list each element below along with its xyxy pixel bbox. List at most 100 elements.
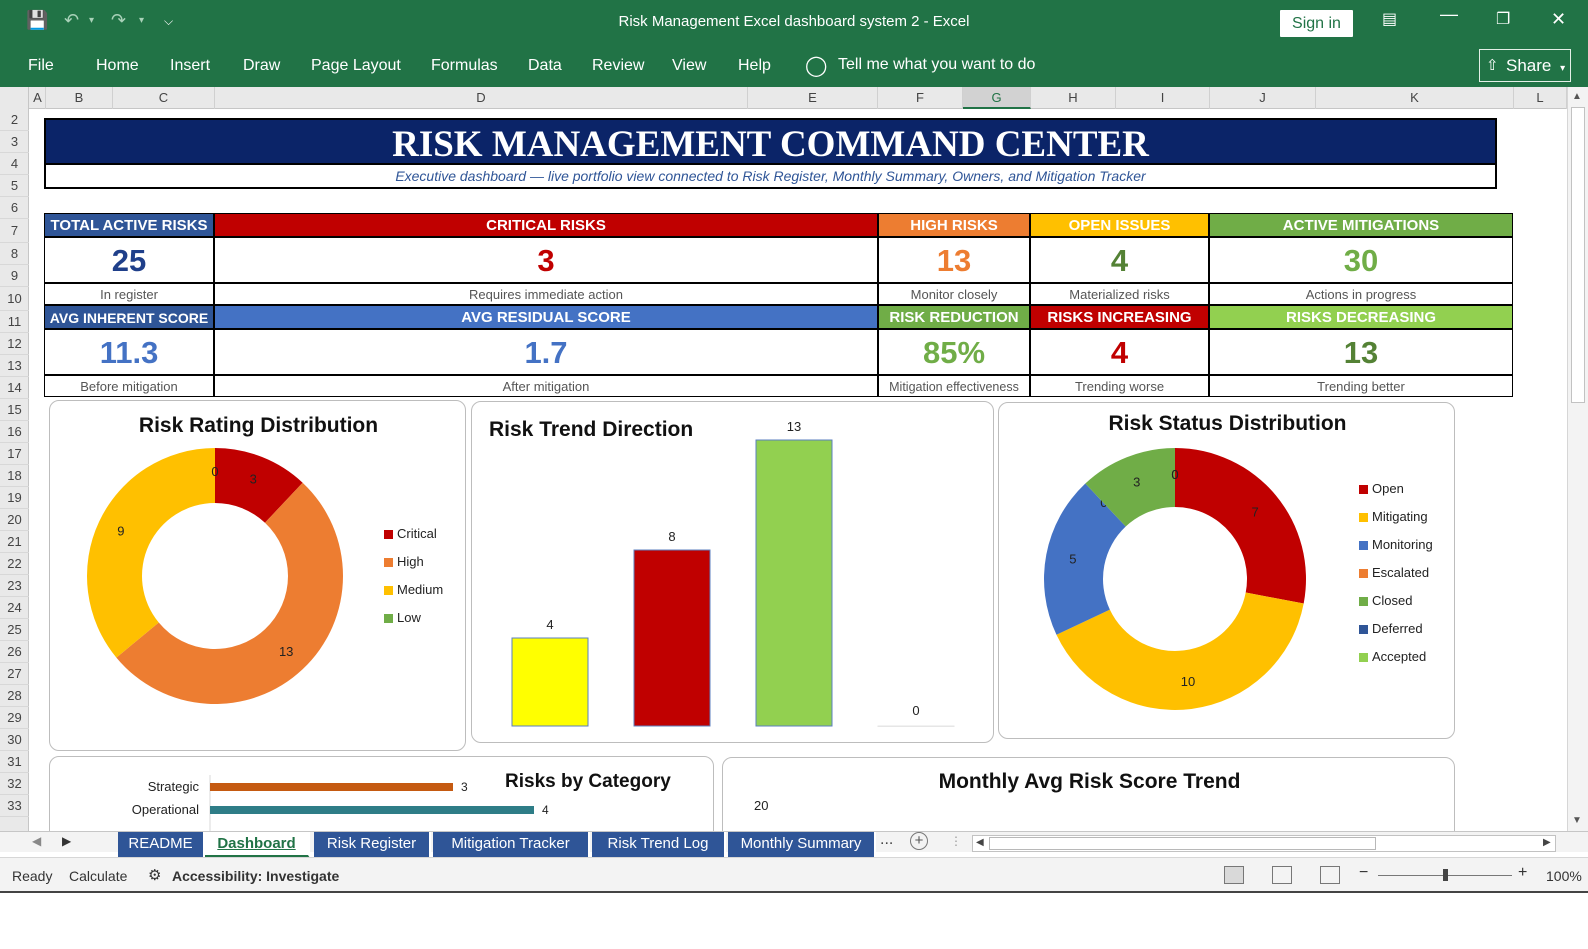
- bar[interactable]: [210, 806, 534, 814]
- sign-in-button[interactable]: Sign in: [1280, 10, 1353, 37]
- ribbon-display-options-icon[interactable]: ▤: [1382, 11, 1398, 28]
- undo-dropdown-icon[interactable]: ▾: [89, 15, 95, 26]
- row-header[interactable]: 23: [0, 575, 29, 597]
- zoom-level[interactable]: 100%: [1546, 868, 1582, 884]
- close-icon[interactable]: ✕: [1551, 9, 1567, 29]
- column-header[interactable]: I: [1116, 87, 1210, 109]
- row-header[interactable]: 20: [0, 509, 29, 531]
- row-header[interactable]: 6: [0, 197, 29, 219]
- row-header[interactable]: 18: [0, 465, 29, 487]
- row-header[interactable]: 13: [0, 355, 29, 377]
- row-header[interactable]: 3: [0, 131, 29, 153]
- column-header[interactable]: G: [963, 87, 1031, 109]
- bar[interactable]: [511, 637, 589, 727]
- row-header[interactable]: 30: [0, 729, 29, 751]
- minimize-icon[interactable]: —: [1440, 4, 1458, 24]
- donut-slice-monitoring[interactable]: [1044, 483, 1126, 635]
- sheet-tab-readme[interactable]: README: [118, 832, 205, 858]
- bar[interactable]: [633, 549, 711, 727]
- chart-risk-trend-direction[interactable]: Risk Trend Direction 4 8 13 0: [471, 401, 994, 743]
- row-header[interactable]: 27: [0, 663, 29, 685]
- donut-slice-medium[interactable]: [87, 448, 215, 658]
- save-icon[interactable]: 💾: [26, 10, 49, 30]
- row-header[interactable]: 31: [0, 751, 29, 773]
- horizontal-scrollbar[interactable]: ◀ ▶: [972, 835, 1556, 852]
- bar[interactable]: [755, 439, 833, 727]
- scroll-right-icon[interactable]: ▶: [1543, 837, 1551, 848]
- sheet-next-icon[interactable]: ▶: [62, 834, 72, 848]
- row-header[interactable]: 12: [0, 333, 29, 355]
- column-header[interactable]: C: [113, 87, 215, 109]
- row-header[interactable]: 24: [0, 597, 29, 619]
- tell-me-search[interactable]: Tell me what you want to do: [838, 56, 1036, 73]
- row-header[interactable]: 10: [0, 287, 29, 311]
- column-header[interactable]: L: [1514, 87, 1567, 109]
- vertical-scroll-thumb[interactable]: [1571, 107, 1585, 403]
- row-header[interactable]: 4: [0, 153, 29, 175]
- column-header[interactable]: F: [878, 87, 963, 109]
- worksheet-grid[interactable]: RISK MANAGEMENT COMMAND CENTER Executive…: [30, 109, 1567, 831]
- sheet-prev-icon[interactable]: ◀: [32, 834, 42, 848]
- undo-icon[interactable]: ↶: [64, 10, 80, 30]
- customize-qat-icon[interactable]: ⌵: [164, 14, 174, 28]
- row-header[interactable]: 21: [0, 531, 29, 553]
- row-header[interactable]: 14: [0, 377, 29, 399]
- row-header[interactable]: 19: [0, 487, 29, 509]
- donut-slice-critical[interactable]: [215, 448, 303, 523]
- sheet-tab-risk-register[interactable]: Risk Register: [314, 832, 431, 858]
- chart-risks-by-category[interactable]: Risks by Category Strategic 3 Operational 4: [49, 756, 714, 831]
- status-calculate[interactable]: Calculate: [69, 868, 128, 884]
- bar[interactable]: [210, 783, 453, 791]
- donut-slice-closed[interactable]: [1085, 448, 1175, 527]
- row-header[interactable]: 26: [0, 641, 29, 663]
- sheet-tab-risk-trend-log[interactable]: Risk Trend Log: [592, 832, 726, 858]
- bar[interactable]: [877, 725, 955, 727]
- column-header[interactable]: B: [46, 87, 113, 109]
- column-header[interactable]: K: [1316, 87, 1514, 109]
- zoom-out-icon[interactable]: −: [1359, 864, 1369, 881]
- normal-view-icon[interactable]: [1224, 866, 1244, 884]
- sheet-tab-monthly-summary[interactable]: Monthly Summary: [728, 832, 876, 858]
- column-header[interactable]: E: [748, 87, 878, 109]
- row-header[interactable]: 22: [0, 553, 29, 575]
- tab-draw[interactable]: Draw: [243, 57, 281, 74]
- row-header[interactable]: 33: [0, 795, 29, 817]
- chart-monthly-avg-risk-score-trend[interactable]: Monthly Avg Risk Score Trend 20: [722, 757, 1455, 831]
- redo-dropdown-icon[interactable]: ▾: [139, 15, 145, 26]
- row-header[interactable]: 9: [0, 265, 29, 287]
- tab-page-layout[interactable]: Page Layout: [311, 57, 401, 74]
- row-header[interactable]: 11: [0, 311, 29, 333]
- horizontal-scroll-thumb[interactable]: [989, 837, 1376, 850]
- donut-slice-high[interactable]: [116, 482, 344, 705]
- tab-data[interactable]: Data: [528, 57, 562, 74]
- share-button[interactable]: ⇧ Share ▾: [1479, 49, 1571, 82]
- sheet-tab-dashboard[interactable]: Dashboard: [205, 832, 310, 858]
- row-header[interactable]: 15: [0, 399, 29, 421]
- row-header[interactable]: 8: [0, 243, 29, 265]
- column-header[interactable]: A: [30, 87, 46, 109]
- restore-icon[interactable]: ❐: [1496, 11, 1511, 28]
- zoom-slider-thumb[interactable]: [1443, 869, 1448, 881]
- redo-icon[interactable]: ↷: [111, 10, 127, 30]
- scroll-left-icon[interactable]: ◀: [976, 837, 984, 848]
- row-header[interactable]: 17: [0, 443, 29, 465]
- row-header[interactable]: 28: [0, 685, 29, 707]
- row-header[interactable]: 5: [0, 175, 29, 197]
- row-header[interactable]: 32: [0, 773, 29, 795]
- chart-risk-rating-distribution[interactable]: Risk Rating Distribution 3 13 9 0 Critical H…: [49, 400, 466, 751]
- scroll-down-icon[interactable]: ▼: [1572, 815, 1582, 826]
- row-header[interactable]: 16: [0, 421, 29, 443]
- zoom-in-icon[interactable]: +: [1518, 864, 1528, 881]
- tab-help[interactable]: Help: [738, 57, 771, 74]
- row-header[interactable]: 25: [0, 619, 29, 641]
- sheet-tab-mitigation-tracker[interactable]: Mitigation Tracker: [433, 832, 590, 858]
- tab-file[interactable]: File: [28, 57, 54, 74]
- column-header[interactable]: H: [1031, 87, 1116, 109]
- chart-risk-status-distribution[interactable]: Risk Status Distribution 71050300 OpenMi…: [998, 402, 1455, 739]
- select-all-corner[interactable]: [0, 87, 29, 109]
- tab-split-handle-icon[interactable]: ⋮: [950, 834, 962, 848]
- more-sheets-button[interactable]: ...: [880, 831, 894, 848]
- new-sheet-button[interactable]: +: [910, 832, 928, 850]
- row-header[interactable]: 29: [0, 707, 29, 729]
- column-header[interactable]: D: [215, 87, 748, 109]
